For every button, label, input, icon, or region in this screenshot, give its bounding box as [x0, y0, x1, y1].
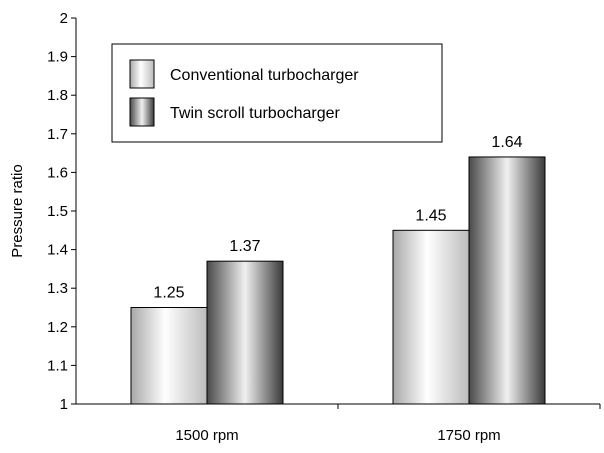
legend-box [111, 43, 443, 143]
bar-conventional-1 [392, 229, 470, 405]
y-tick-label: 1.8 [47, 87, 68, 104]
legend-swatch-twin-scroll [129, 97, 155, 127]
y-tick-label: 1.7 [47, 126, 68, 143]
y-tick-label: 1.3 [47, 280, 68, 297]
x-tick-label: 1750 rpm [437, 427, 500, 444]
y-tick-label: 1.1 [47, 357, 68, 374]
legend-label: Conventional turbocharger [170, 67, 359, 84]
legend-swatch-conventional [129, 59, 155, 89]
y-tick-label: 1.4 [47, 242, 68, 259]
y-axis-title: Pressure ratio [9, 164, 26, 257]
data-label: 1.45 [415, 207, 446, 224]
y-tick-label: 2 [60, 10, 68, 27]
data-label: 1.37 [229, 238, 260, 255]
y-tick-label: 1.5 [47, 203, 68, 220]
y-tick-label: 1.2 [47, 319, 68, 336]
legend-label: Twin scroll turbocharger [170, 105, 341, 122]
x-tick-label: 1500 rpm [175, 427, 238, 444]
y-tick-label: 1.9 [47, 49, 68, 66]
y-tick-label: 1.6 [47, 164, 68, 181]
data-label: 1.64 [491, 134, 522, 151]
bar-twin-scroll-0 [206, 260, 284, 405]
bar-twin-scroll-1 [468, 156, 546, 405]
data-label: 1.25 [153, 285, 184, 302]
y-tick-label: 1 [60, 396, 68, 413]
bar-conventional-0 [130, 307, 208, 405]
